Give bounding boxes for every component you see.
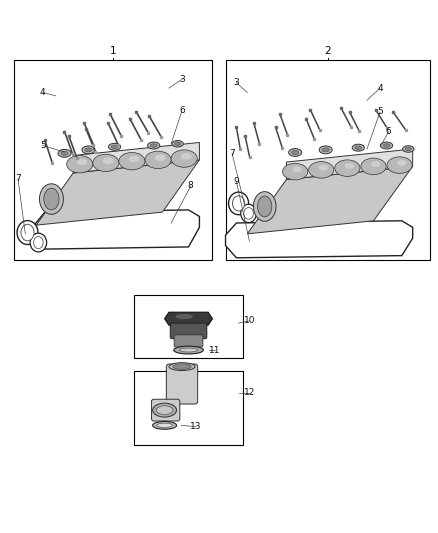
Ellipse shape	[244, 207, 253, 219]
Text: 2: 2	[325, 46, 331, 56]
Text: 3: 3	[179, 75, 185, 84]
Text: 7: 7	[15, 174, 21, 183]
Ellipse shape	[387, 157, 412, 173]
FancyBboxPatch shape	[152, 399, 180, 421]
FancyBboxPatch shape	[166, 364, 198, 404]
Text: 9: 9	[233, 177, 239, 186]
Ellipse shape	[44, 188, 59, 210]
Ellipse shape	[111, 145, 118, 149]
Text: 13: 13	[190, 422, 201, 431]
Ellipse shape	[383, 144, 390, 147]
Text: 1: 1	[110, 46, 117, 56]
Text: 6: 6	[179, 106, 185, 115]
Text: 10: 10	[244, 317, 255, 326]
Ellipse shape	[109, 143, 120, 150]
Ellipse shape	[148, 142, 160, 149]
Ellipse shape	[405, 147, 411, 151]
Ellipse shape	[171, 150, 197, 167]
Ellipse shape	[403, 146, 414, 152]
Ellipse shape	[352, 144, 364, 151]
Ellipse shape	[39, 184, 64, 214]
Ellipse shape	[319, 146, 332, 154]
Ellipse shape	[77, 159, 87, 165]
Ellipse shape	[156, 406, 173, 415]
Polygon shape	[165, 312, 212, 325]
Ellipse shape	[322, 148, 329, 152]
Ellipse shape	[319, 165, 328, 171]
Bar	[226, 60, 430, 260]
Ellipse shape	[58, 149, 71, 157]
Ellipse shape	[145, 151, 171, 168]
Ellipse shape	[229, 192, 249, 215]
Ellipse shape	[335, 160, 360, 176]
Ellipse shape	[150, 144, 157, 147]
Text: 4: 4	[40, 88, 46, 97]
Bar	[14, 60, 212, 260]
Ellipse shape	[67, 156, 93, 173]
Polygon shape	[34, 210, 199, 249]
Ellipse shape	[172, 141, 184, 147]
Polygon shape	[286, 149, 413, 180]
Ellipse shape	[253, 192, 276, 221]
Ellipse shape	[371, 161, 381, 167]
Text: 5: 5	[40, 141, 46, 150]
Ellipse shape	[180, 348, 198, 352]
Text: 12: 12	[244, 388, 255, 397]
Ellipse shape	[241, 204, 256, 223]
Ellipse shape	[21, 224, 34, 241]
Ellipse shape	[233, 196, 245, 211]
Text: 7: 7	[229, 149, 235, 158]
Ellipse shape	[283, 163, 308, 180]
Ellipse shape	[152, 422, 177, 429]
Ellipse shape	[30, 233, 47, 252]
Ellipse shape	[17, 221, 38, 245]
Ellipse shape	[309, 161, 334, 178]
Ellipse shape	[181, 153, 192, 160]
Ellipse shape	[174, 142, 181, 146]
Text: 8: 8	[188, 181, 194, 190]
Ellipse shape	[82, 146, 95, 154]
Polygon shape	[226, 221, 413, 258]
Ellipse shape	[361, 158, 386, 175]
Ellipse shape	[155, 155, 166, 161]
Ellipse shape	[102, 157, 113, 164]
Ellipse shape	[173, 364, 191, 369]
Ellipse shape	[381, 142, 392, 149]
Ellipse shape	[397, 160, 406, 166]
Ellipse shape	[292, 150, 299, 155]
Ellipse shape	[174, 346, 203, 354]
Polygon shape	[36, 160, 199, 225]
Ellipse shape	[355, 146, 362, 149]
Bar	[134, 371, 243, 445]
Polygon shape	[73, 142, 199, 173]
Text: 3: 3	[233, 78, 239, 87]
Ellipse shape	[176, 314, 193, 319]
Polygon shape	[247, 166, 413, 234]
Ellipse shape	[345, 163, 354, 169]
Bar	[134, 295, 243, 358]
Ellipse shape	[93, 154, 119, 172]
Ellipse shape	[129, 156, 140, 162]
FancyBboxPatch shape	[170, 323, 207, 339]
Ellipse shape	[258, 196, 272, 217]
FancyBboxPatch shape	[174, 335, 203, 347]
Ellipse shape	[169, 362, 195, 370]
Ellipse shape	[34, 237, 43, 249]
Ellipse shape	[293, 167, 302, 172]
Text: 4: 4	[377, 84, 383, 93]
Text: 6: 6	[386, 127, 392, 136]
Ellipse shape	[289, 149, 302, 156]
Ellipse shape	[157, 423, 173, 427]
Text: 5: 5	[377, 108, 383, 117]
Ellipse shape	[61, 151, 68, 155]
Ellipse shape	[85, 148, 92, 152]
Text: 11: 11	[209, 345, 220, 354]
Ellipse shape	[152, 403, 177, 417]
Ellipse shape	[119, 152, 145, 170]
